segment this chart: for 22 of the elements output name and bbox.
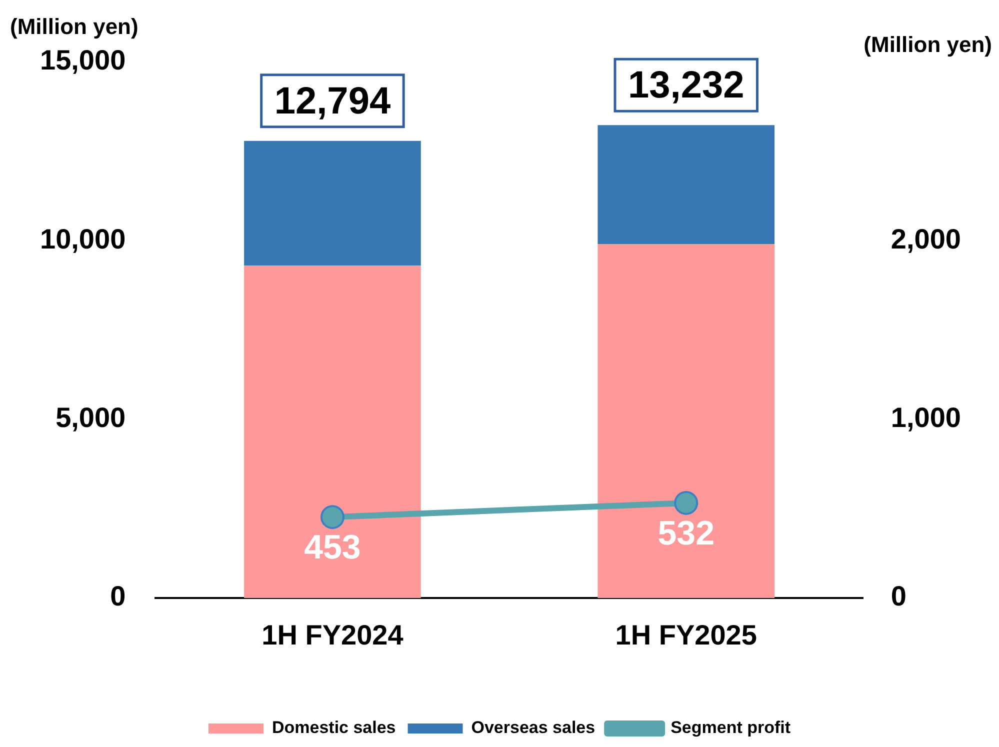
x-tick-label: 1H FY2024: [262, 620, 404, 651]
y-tick-label: 0: [110, 580, 126, 612]
legend-label: Overseas sales: [471, 718, 596, 738]
y-axis-title: (Million yen): [10, 14, 138, 40]
y-tick-label: 15,000: [40, 44, 126, 76]
bar: [598, 244, 775, 598]
y-tick-label: 5,000: [56, 402, 126, 434]
bar: [244, 140, 421, 266]
bar: [598, 125, 775, 244]
bar: [244, 266, 421, 598]
legend-label: Domestic sales: [272, 718, 396, 738]
y2-tick-label: 1,000: [890, 402, 962, 434]
total-label: 12,794: [274, 80, 391, 122]
data-label: 453: [304, 528, 361, 566]
y2-tick-label: 2,000: [890, 223, 962, 254]
y2-tick-label: 0: [890, 580, 907, 612]
y2-axis-title: (Million yen): [864, 32, 992, 58]
y-tick-label: 10,000: [40, 223, 126, 254]
data-label: 532: [658, 514, 714, 552]
total-label: 13,232: [628, 64, 744, 107]
legend-label: Segment profit: [670, 718, 791, 738]
x-tick-label: 1H FY2025: [615, 620, 757, 651]
